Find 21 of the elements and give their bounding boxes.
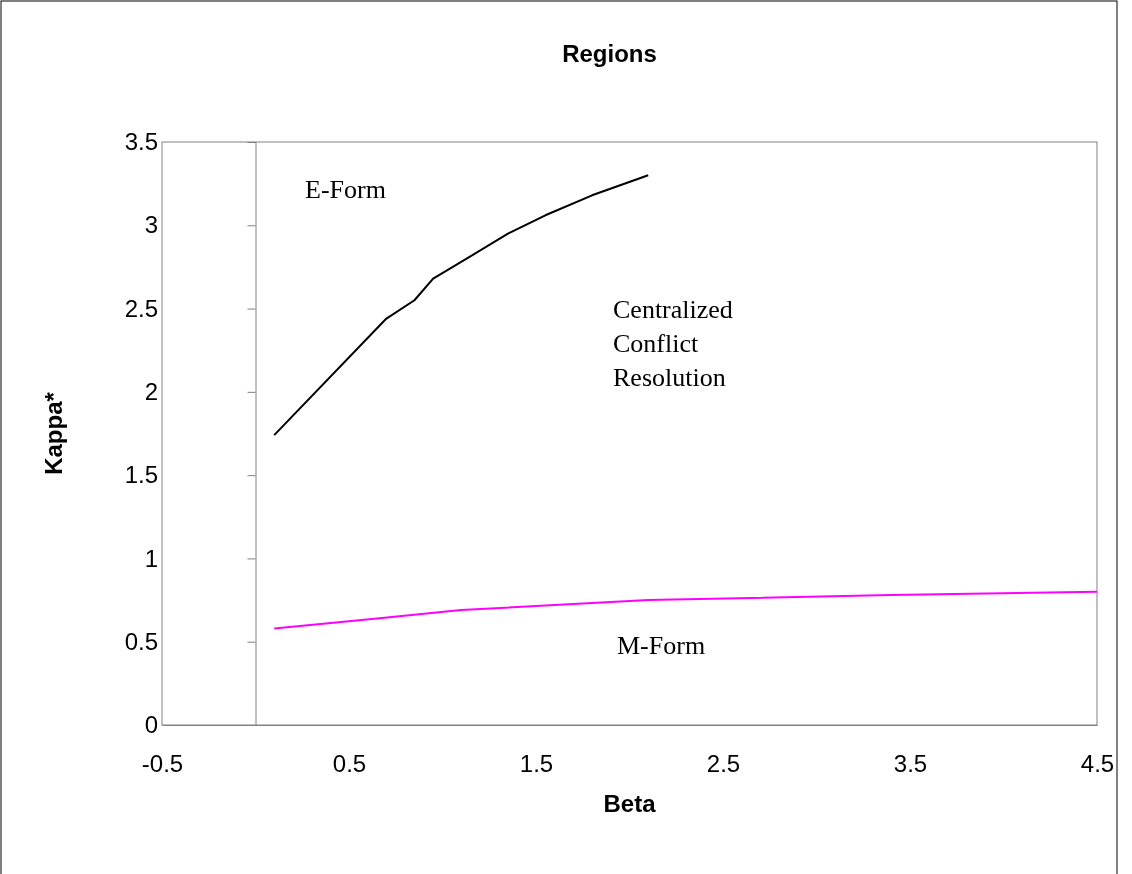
y-tick-label: 0: [144, 711, 158, 739]
x-axis-title: Beta: [603, 790, 657, 817]
x-tick-label: 3.5: [893, 750, 928, 778]
y-tick-label: 0.5: [124, 627, 158, 655]
y-tick-label: 1.5: [124, 461, 158, 489]
chart-title: Regions: [562, 40, 657, 67]
y-tick-label: 2.5: [124, 294, 158, 322]
y-tick-label: 3.5: [124, 128, 158, 156]
y-tick-label: 1: [144, 544, 158, 572]
line-series: [273, 590, 1098, 630]
x-tick-label: 1.5: [519, 750, 554, 778]
y-tick-label: 3: [144, 211, 158, 239]
annotation: M-Form: [617, 631, 706, 660]
annotation: E-Form: [305, 175, 386, 204]
x-tick-label: 0.5: [332, 750, 367, 778]
x-tick-label: 2.5: [706, 750, 741, 778]
y-tick-label: 2: [144, 378, 158, 406]
annotation: Centralized Conflict Resolution: [613, 295, 733, 392]
y-axis-title: Kappa*: [40, 391, 67, 475]
x-tick-label: -0.5: [141, 750, 184, 778]
x-tick-label: 4.5: [1080, 750, 1115, 778]
